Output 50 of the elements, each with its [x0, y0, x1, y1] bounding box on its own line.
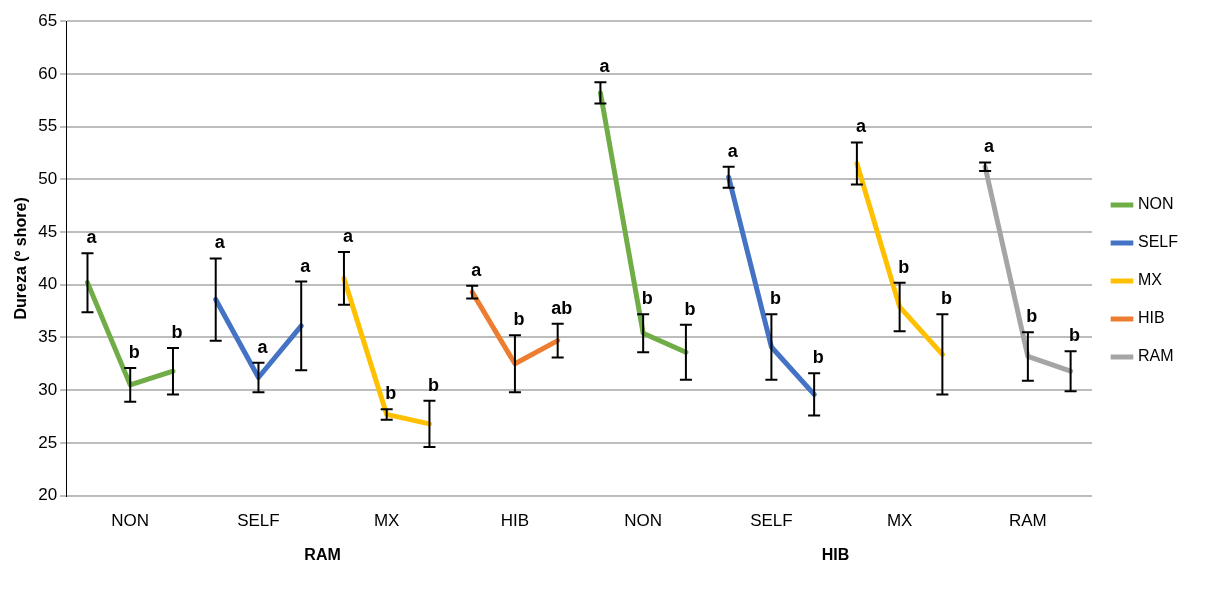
data-label: b — [385, 383, 397, 404]
data-label: ab — [551, 297, 573, 318]
data-label: a — [599, 56, 611, 77]
legend-label: NON — [1137, 195, 1174, 213]
legend-label: RAM — [1137, 347, 1174, 365]
legend-label: HIB — [1137, 309, 1165, 327]
data-label: b — [427, 374, 439, 395]
x-tick-label: SELF — [237, 511, 280, 531]
data-label: a — [855, 116, 867, 137]
data-label: b — [898, 256, 910, 277]
data-label: b — [171, 321, 183, 342]
y-tick-label: 40 — [38, 274, 58, 294]
y-axis-title: Dureza (º shore) — [12, 197, 30, 320]
x-tick-label: HIB — [500, 511, 530, 531]
y-tick-label: 65 — [38, 10, 58, 30]
text: RAM — [304, 546, 341, 564]
legend-label: SELF — [1137, 233, 1179, 251]
data-label: a — [300, 255, 312, 276]
y-tick-label: 55 — [38, 116, 58, 136]
x-tick-label: NON — [111, 511, 150, 531]
data-label: b — [513, 309, 525, 330]
data-label: a — [471, 259, 483, 280]
data-label: a — [214, 232, 226, 253]
y-tick-label: 35 — [38, 327, 58, 347]
data-label: b — [769, 288, 781, 309]
data-label: b — [1069, 325, 1081, 346]
x-tick-label: MX — [886, 511, 913, 531]
data-label: b — [812, 347, 824, 368]
y-tick-label: 60 — [38, 63, 58, 83]
data-label: a — [984, 136, 996, 157]
x-tick-label: NON — [624, 511, 663, 531]
legend-label: MX — [1137, 271, 1163, 289]
data-label: a — [342, 226, 354, 247]
text: HIB — [821, 546, 850, 564]
data-label: b — [940, 288, 952, 309]
data-label: b — [641, 288, 653, 309]
data-label: a — [257, 336, 269, 357]
data-label: a — [727, 140, 739, 161]
data-label: b — [1026, 306, 1038, 327]
x-tick-label: MX — [373, 511, 400, 531]
data-label: b — [128, 342, 140, 363]
y-tick-label: 50 — [38, 169, 58, 189]
x-tick-label: SELF — [750, 511, 793, 531]
y-tick-label: 20 — [38, 485, 58, 505]
data-label: b — [684, 298, 696, 319]
x-tick-label: RAM — [1008, 511, 1047, 531]
data-label: a — [86, 227, 98, 248]
y-tick-label: 45 — [38, 221, 58, 241]
y-tick-label: 25 — [38, 432, 58, 452]
y-tick-label: 30 — [38, 379, 58, 399]
